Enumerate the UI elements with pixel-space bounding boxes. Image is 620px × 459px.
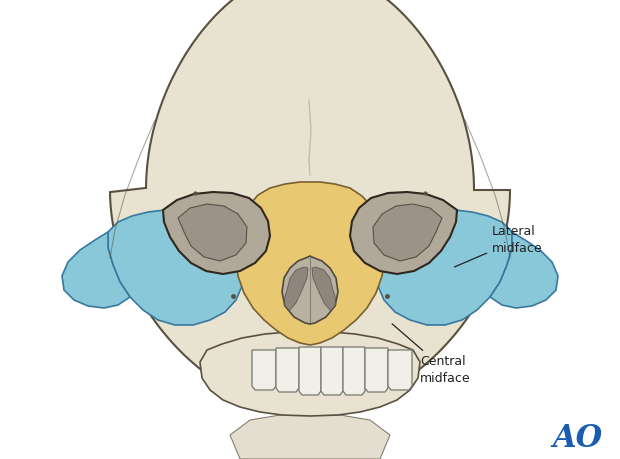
Text: Central
midface: Central midface — [392, 324, 471, 385]
Polygon shape — [276, 348, 299, 392]
Polygon shape — [365, 348, 388, 392]
Polygon shape — [299, 347, 321, 395]
Polygon shape — [163, 192, 270, 274]
Polygon shape — [108, 210, 243, 325]
Polygon shape — [178, 204, 247, 261]
Polygon shape — [252, 350, 276, 390]
Polygon shape — [312, 267, 336, 311]
Text: AO: AO — [553, 422, 603, 453]
Polygon shape — [284, 267, 308, 311]
Polygon shape — [373, 204, 442, 261]
Text: Lateral
midface: Lateral midface — [454, 225, 542, 267]
Polygon shape — [321, 347, 343, 395]
Polygon shape — [490, 232, 558, 308]
Polygon shape — [377, 210, 512, 325]
Polygon shape — [350, 192, 457, 274]
Polygon shape — [282, 256, 338, 324]
Polygon shape — [110, 0, 510, 410]
Polygon shape — [343, 347, 365, 395]
Polygon shape — [388, 350, 412, 390]
Polygon shape — [230, 413, 390, 459]
Polygon shape — [62, 232, 130, 308]
Polygon shape — [235, 182, 385, 345]
Polygon shape — [200, 331, 420, 416]
